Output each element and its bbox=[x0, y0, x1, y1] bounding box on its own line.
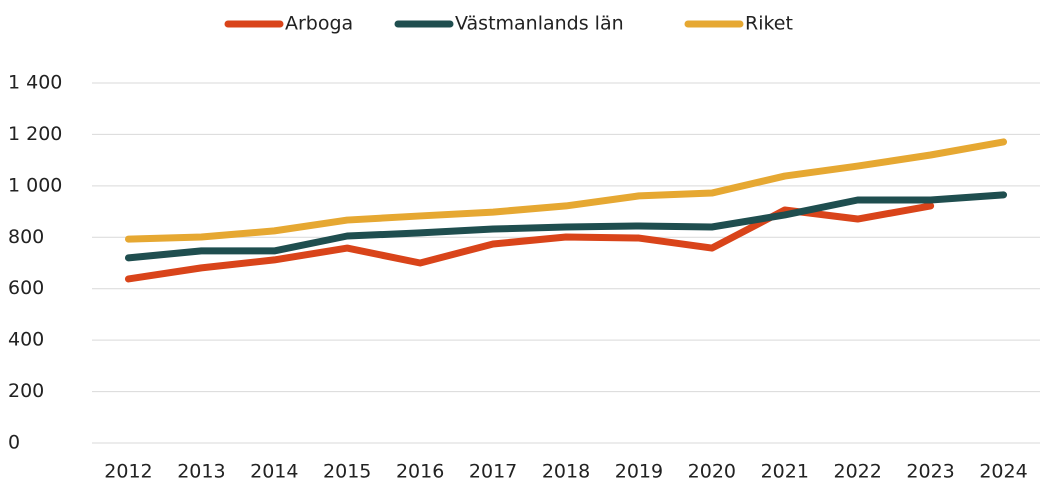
x-tick-label: 2017 bbox=[469, 461, 517, 483]
x-tick-label: 2018 bbox=[542, 461, 590, 483]
x-tick-label: 2014 bbox=[250, 461, 298, 483]
x-tick-label: 2022 bbox=[834, 461, 882, 483]
x-tick-label: 2024 bbox=[979, 461, 1027, 483]
x-tick-label: 2016 bbox=[396, 461, 444, 483]
series-line bbox=[124, 202, 935, 283]
series-line bbox=[124, 191, 1008, 262]
x-tick-label: 2012 bbox=[104, 461, 152, 483]
y-tick-label: 800 bbox=[8, 226, 44, 248]
y-tick-label: 1 400 bbox=[8, 72, 62, 94]
y-tick-label: 400 bbox=[8, 329, 44, 351]
x-tick-label: 2019 bbox=[615, 461, 663, 483]
x-tick-label: 2023 bbox=[906, 461, 954, 483]
x-tick-label: 2015 bbox=[323, 461, 371, 483]
y-tick-label: 1 200 bbox=[8, 123, 62, 145]
y-tick-label: 1 000 bbox=[8, 174, 62, 196]
legend-label: Västmanlands län bbox=[455, 13, 624, 35]
x-tick-label: 2021 bbox=[761, 461, 809, 483]
y-tick-label: 0 bbox=[8, 432, 20, 454]
y-tick-label: 200 bbox=[8, 380, 44, 402]
legend-label: Riket bbox=[745, 13, 793, 35]
series-line bbox=[124, 138, 1008, 243]
x-tick-label: 2013 bbox=[177, 461, 225, 483]
legend-label: Arboga bbox=[285, 13, 353, 35]
x-tick-label: 2020 bbox=[688, 461, 736, 483]
y-tick-label: 600 bbox=[8, 277, 44, 299]
